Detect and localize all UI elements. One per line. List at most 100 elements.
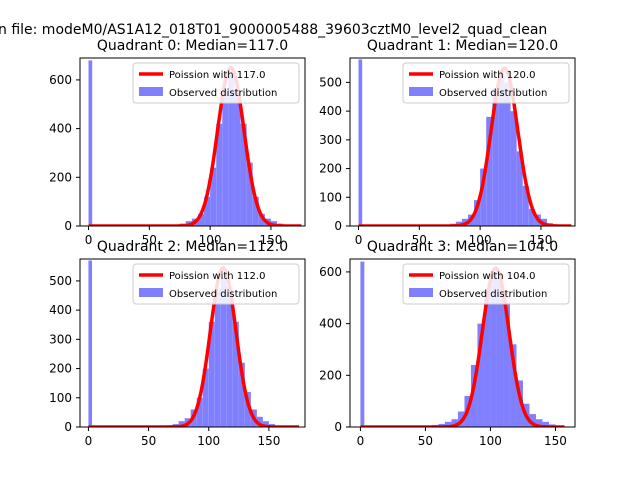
- histogram-bar: [486, 116, 493, 226]
- y-tick-label: 0: [64, 219, 72, 233]
- axes-frame: [79, 57, 306, 227]
- legend-patch-swatch: [139, 87, 163, 96]
- legend-label: Observed distribution: [169, 88, 277, 99]
- histogram-bar: [451, 419, 458, 427]
- histogram-bar: [256, 416, 263, 427]
- legend: Poission with 120.0 Observed distribution: [402, 62, 570, 104]
- y-tick-label: 600: [49, 73, 72, 87]
- histogram-bar: [208, 321, 215, 427]
- figure-suptitle: n file: modeM0/AS1A12_018T01_9000005488_…: [0, 22, 547, 38]
- histogram-bar: [238, 362, 245, 427]
- x-tick-label: 50: [412, 233, 427, 247]
- histogram-bar: [228, 75, 235, 226]
- legend-patch-swatch: [139, 288, 163, 297]
- plot-area: [357, 59, 572, 226]
- subplot-grid: 0 50 100 150 0 200 400 600 Quadrant 0: Median=11…: [49, 38, 576, 448]
- subplot-title: Quadrant 2: Median=112.0: [97, 239, 288, 255]
- x-tick-label: 100: [197, 434, 220, 448]
- legend-box: [132, 62, 300, 104]
- subplot-title: Quadrant 1: Median=120.0: [367, 38, 558, 54]
- x-tick-label: 150: [257, 434, 280, 448]
- histogram-bar: [232, 321, 239, 427]
- x-tick-label: 100: [479, 434, 502, 448]
- y-tick-label: 400: [319, 317, 342, 331]
- x-tick-label: 50: [418, 434, 433, 448]
- histogram-bar: [214, 289, 221, 427]
- legend-label: Observed distribution: [169, 289, 277, 300]
- y-tick-label: 200: [49, 362, 72, 376]
- poisson-line: [87, 266, 300, 427]
- legend-patch-swatch: [409, 87, 433, 96]
- histogram-bar: [178, 421, 185, 427]
- legend-patch-swatch: [409, 288, 433, 297]
- histogram-bar: [477, 323, 484, 427]
- histogram-bar: [504, 82, 511, 226]
- histogram-bar: [88, 260, 93, 427]
- histogram-bar: [358, 59, 363, 226]
- subplot-1: 0 50 100 150 0 100 200 300 400 500 Quadrant 1: Med…: [319, 38, 576, 247]
- histogram-bar: [220, 277, 227, 427]
- y-tick-label: 400: [49, 122, 72, 136]
- x-tick-label: 50: [142, 233, 157, 247]
- histogram-bar: [503, 302, 510, 427]
- histogram-bar: [204, 196, 211, 226]
- histogram-bar: [510, 111, 517, 226]
- y-tick-label: 400: [319, 104, 342, 118]
- legend-label: Observed distribution: [439, 289, 547, 300]
- y-tick-label: 0: [334, 219, 342, 233]
- histogram-bar: [216, 123, 223, 226]
- y-tick-label: 200: [319, 162, 342, 176]
- histogram-bar: [258, 213, 265, 226]
- legend: Poission with 117.0 Observed distribution: [132, 62, 300, 104]
- histogram-bar: [252, 196, 259, 226]
- x-tick-label: 150: [259, 233, 282, 247]
- histogram-bar: [222, 89, 229, 226]
- legend-label: Poission with 104.0: [439, 271, 535, 282]
- histogram-bar: [496, 277, 504, 427]
- axes-frame: [79, 258, 306, 428]
- x-tick-label: 100: [469, 233, 492, 247]
- legend-box: [402, 263, 570, 305]
- x-tick-label: 100: [199, 233, 222, 247]
- histogram-bar: [244, 391, 251, 427]
- x-tick-label: 50: [141, 434, 156, 448]
- y-tick-label: 100: [49, 391, 72, 405]
- legend-box: [402, 62, 570, 104]
- y-tick-label: 100: [319, 190, 342, 204]
- legend-label: Poission with 120.0: [439, 70, 535, 81]
- axes-frame: [349, 258, 576, 428]
- poisson-line: [359, 266, 566, 427]
- legend: Poission with 112.0 Observed distribution: [132, 263, 300, 305]
- histogram-bar: [528, 208, 535, 226]
- histogram-bar: [246, 162, 253, 226]
- histogram-bar: [509, 344, 517, 427]
- histogram-bar: [535, 419, 543, 427]
- x-tick-label: 0: [357, 434, 365, 448]
- y-tick-label: 500: [319, 75, 342, 89]
- axes-frame: [349, 57, 576, 227]
- plot-area: [359, 261, 566, 427]
- histogram-bar: [522, 185, 529, 226]
- histogram-bar: [498, 73, 505, 226]
- histogram-bar: [210, 167, 217, 226]
- y-tick-label: 300: [49, 332, 72, 346]
- histogram-bar: [474, 200, 481, 226]
- subplot-3: 0 50 100 150 0 200 400 600 Quadrant 3: Median=10…: [319, 239, 576, 448]
- histogram-bar: [470, 364, 478, 427]
- histogram-bar: [360, 261, 365, 427]
- poisson-line: [357, 66, 572, 226]
- legend-label: Poission with 117.0: [169, 70, 265, 81]
- subplot-0: 0 50 100 150 0 200 400 600 Quadrant 0: Median=11…: [49, 38, 306, 247]
- y-tick-label: 500: [49, 274, 72, 288]
- histogram-bar: [197, 213, 205, 226]
- y-tick-label: 0: [64, 420, 72, 434]
- x-tick-label: 0: [355, 233, 363, 247]
- poisson-line: [87, 65, 302, 226]
- histogram-bar: [196, 397, 203, 427]
- x-tick-label: 150: [544, 434, 567, 448]
- histogram-bar: [226, 286, 233, 427]
- legend-box: [132, 263, 300, 305]
- histogram-bar: [240, 123, 247, 226]
- y-tick-label: 200: [319, 368, 342, 382]
